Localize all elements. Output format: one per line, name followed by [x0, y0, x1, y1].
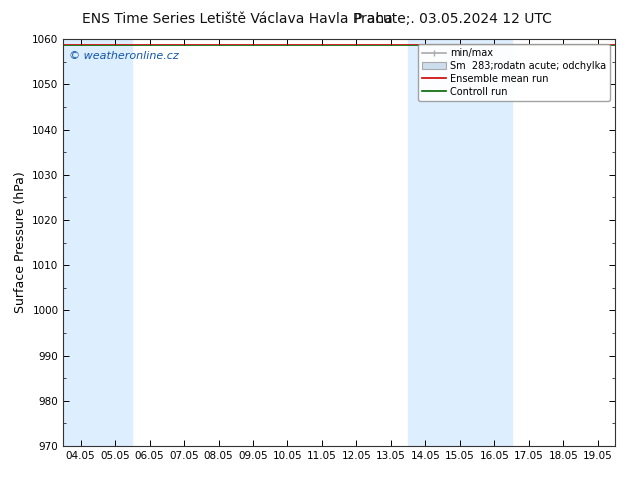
Bar: [63, 39, 133, 446]
Legend: min/max, Sm  283;rodatn acute; odchylka, Ensemble mean run, Controll run: min/max, Sm 283;rodatn acute; odchylka, …: [418, 44, 610, 100]
Text: P acute;. 03.05.2024 12 UTC: P acute;. 03.05.2024 12 UTC: [354, 12, 552, 26]
Text: ENS Time Series Letiště Václava Havla Praha: ENS Time Series Letiště Václava Havla Pr…: [82, 12, 393, 26]
Bar: [408, 39, 512, 446]
Text: © weatheronline.cz: © weatheronline.cz: [69, 51, 179, 61]
Y-axis label: Surface Pressure (hPa): Surface Pressure (hPa): [14, 172, 27, 314]
